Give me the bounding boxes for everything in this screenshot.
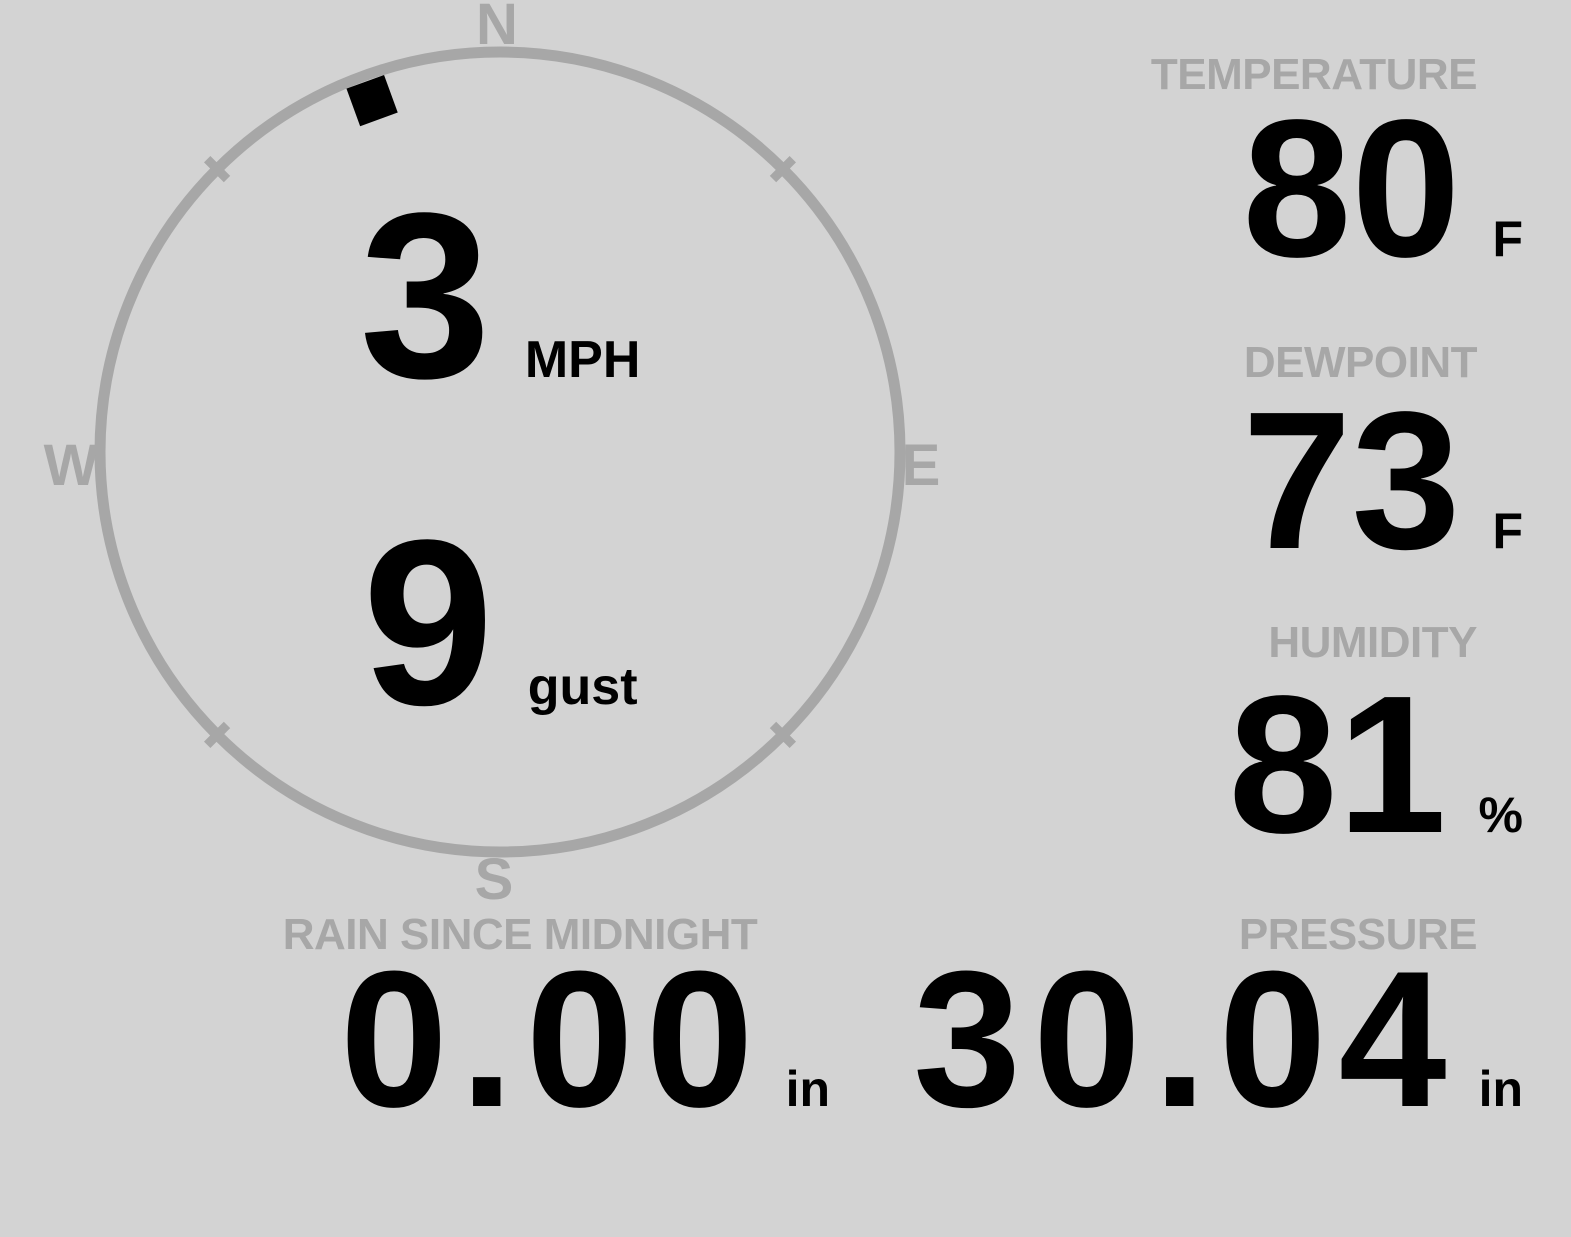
humidity-reading: 81 %: [1229, 667, 1523, 863]
dewpoint-label: DEWPOINT: [1243, 338, 1478, 387]
rain-value: 0.00: [340, 931, 766, 1148]
rain-reading: 0.00 in: [340, 943, 830, 1137]
pressure-label: PRESSURE: [1238, 910, 1478, 959]
wind-speed-reading: 3 MPH: [100, 178, 900, 414]
compass-tick-nw: [204, 156, 231, 183]
compass-label-north: N: [476, 0, 518, 57]
compass-label-west: W: [43, 433, 99, 498]
temperature-reading: 80 F: [1242, 91, 1523, 287]
compass-dial-icon: [94, 46, 906, 858]
compass-tick-sw: [204, 721, 231, 748]
humidity-label: HUMIDITY: [1268, 618, 1477, 667]
temperature-label: TEMPERATURE: [1150, 50, 1478, 99]
wind-speed-unit: MPH: [524, 331, 641, 389]
wind-speed-value: 3: [359, 164, 491, 428]
compass-circle: [94, 46, 906, 858]
compass-tick-se: [769, 721, 796, 748]
compass-label-east: E: [901, 433, 941, 498]
dewpoint-reading: 73 F: [1242, 383, 1523, 579]
rain-label: RAIN SINCE MIDNIGHT: [282, 910, 758, 959]
humidity-value: 81: [1228, 655, 1447, 874]
wind-gust-value: 9: [362, 491, 494, 755]
wind-gust-reading: 9 gust: [100, 505, 900, 741]
pressure-reading: 30.04 in: [913, 943, 1523, 1137]
compass-tick-ne: [769, 156, 796, 183]
rain-unit: in: [785, 1061, 831, 1117]
humidity-unit: %: [1478, 787, 1523, 843]
dewpoint-unit: F: [1492, 503, 1523, 559]
temperature-value: 80: [1242, 79, 1461, 298]
wind-direction-marker-square: [346, 74, 398, 127]
dewpoint-value: 73: [1242, 371, 1461, 590]
pressure-value: 30.04: [913, 931, 1459, 1148]
wind-direction-marker: [346, 74, 398, 127]
wind-gust-unit: gust: [527, 658, 638, 716]
temperature-unit: F: [1492, 211, 1523, 267]
compass-label-south: S: [474, 847, 514, 912]
pressure-unit: in: [1478, 1061, 1523, 1117]
